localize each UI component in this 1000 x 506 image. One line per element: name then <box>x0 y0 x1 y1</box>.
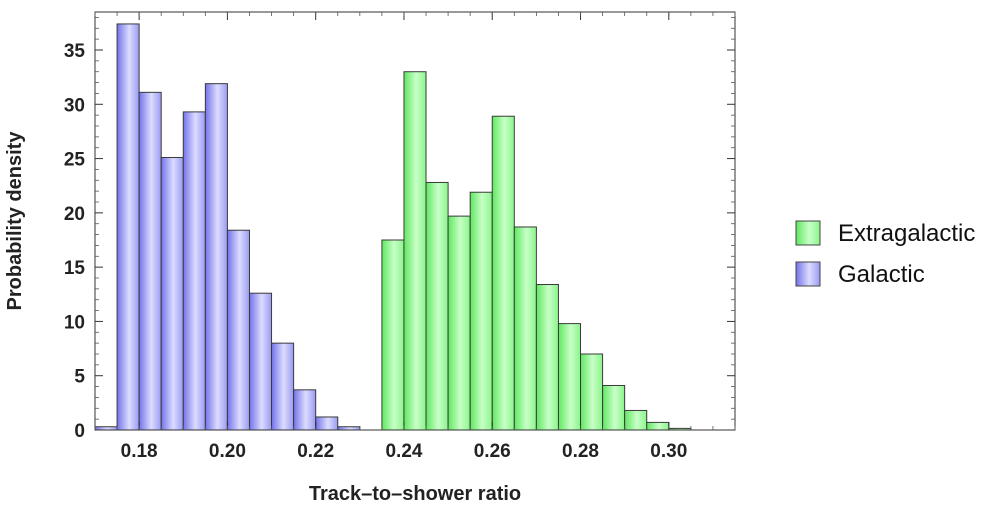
bar-extragalactic-7 <box>535 284 559 431</box>
y-tick-label: 20 <box>64 204 85 225</box>
x-tick-label: 0.20 <box>209 441 246 462</box>
x-tick-label: 0.30 <box>650 441 687 462</box>
bar-extragalactic-4 <box>469 191 493 431</box>
y-tick-label: 0 <box>74 421 85 442</box>
y-tick-label: 10 <box>64 312 85 333</box>
x-tick-label: 0.24 <box>385 441 422 462</box>
extragalactic-series <box>381 71 692 431</box>
legend-label-galactic: Galactic <box>838 261 925 288</box>
x-tick-label: 0.18 <box>121 441 158 462</box>
bar-extragalactic-2 <box>425 181 449 431</box>
bar-galactic-10 <box>315 416 339 431</box>
bar-extragalactic-8 <box>557 323 582 431</box>
bar-galactic-4 <box>182 111 206 431</box>
x-tick-label: 0.28 <box>562 441 599 462</box>
bar-extragalactic-5 <box>491 115 515 431</box>
bar-extragalactic-12 <box>646 421 670 431</box>
bar-galactic-7 <box>248 292 273 431</box>
galactic-series <box>94 23 361 431</box>
bar-galactic-5 <box>204 83 228 431</box>
bar-extragalactic-9 <box>580 353 604 431</box>
legend: Extragalactic Galactic <box>795 220 975 288</box>
y-axis: 0 5 10 15 20 25 30 35 <box>64 17 735 442</box>
bar-galactic-9 <box>293 389 317 431</box>
bar-extragalactic-1 <box>403 71 427 431</box>
legend-swatch-extragalactic <box>795 220 821 246</box>
plot-frame <box>94 11 736 431</box>
legend-item-galactic: Galactic <box>795 261 925 288</box>
x-axis: 0.18 0.20 0.22 0.24 0.26 0.28 0.30 <box>94 12 736 462</box>
legend-label-extragalactic: Extragalactic <box>838 220 975 247</box>
bar-extragalactic-0 <box>381 239 405 431</box>
y-tick-label: 30 <box>64 95 85 116</box>
y-tick-label: 25 <box>64 150 86 171</box>
bar-galactic-6 <box>226 229 250 431</box>
bar-galactic-1 <box>116 23 140 431</box>
y-axis-title: Probability density <box>4 131 26 311</box>
y-tick-label: 15 <box>64 258 86 279</box>
x-tick-label: 0.22 <box>297 441 334 462</box>
bar-extragalactic-10 <box>602 384 626 431</box>
bar-extragalactic-3 <box>447 215 471 431</box>
x-tick-label: 0.26 <box>474 441 511 462</box>
bar-galactic-8 <box>271 342 295 431</box>
bar-extragalactic-11 <box>624 409 648 431</box>
x-axis-title: Track–to–shower ratio <box>309 483 521 505</box>
bar-galactic-3 <box>160 156 184 431</box>
y-tick-label: 5 <box>74 367 85 388</box>
legend-swatch-galactic <box>795 261 821 287</box>
legend-item-extragalactic: Extragalactic <box>795 220 975 247</box>
bar-extragalactic-6 <box>513 226 537 431</box>
bar-galactic-2 <box>138 91 162 431</box>
y-tick-label: 35 <box>64 41 86 62</box>
